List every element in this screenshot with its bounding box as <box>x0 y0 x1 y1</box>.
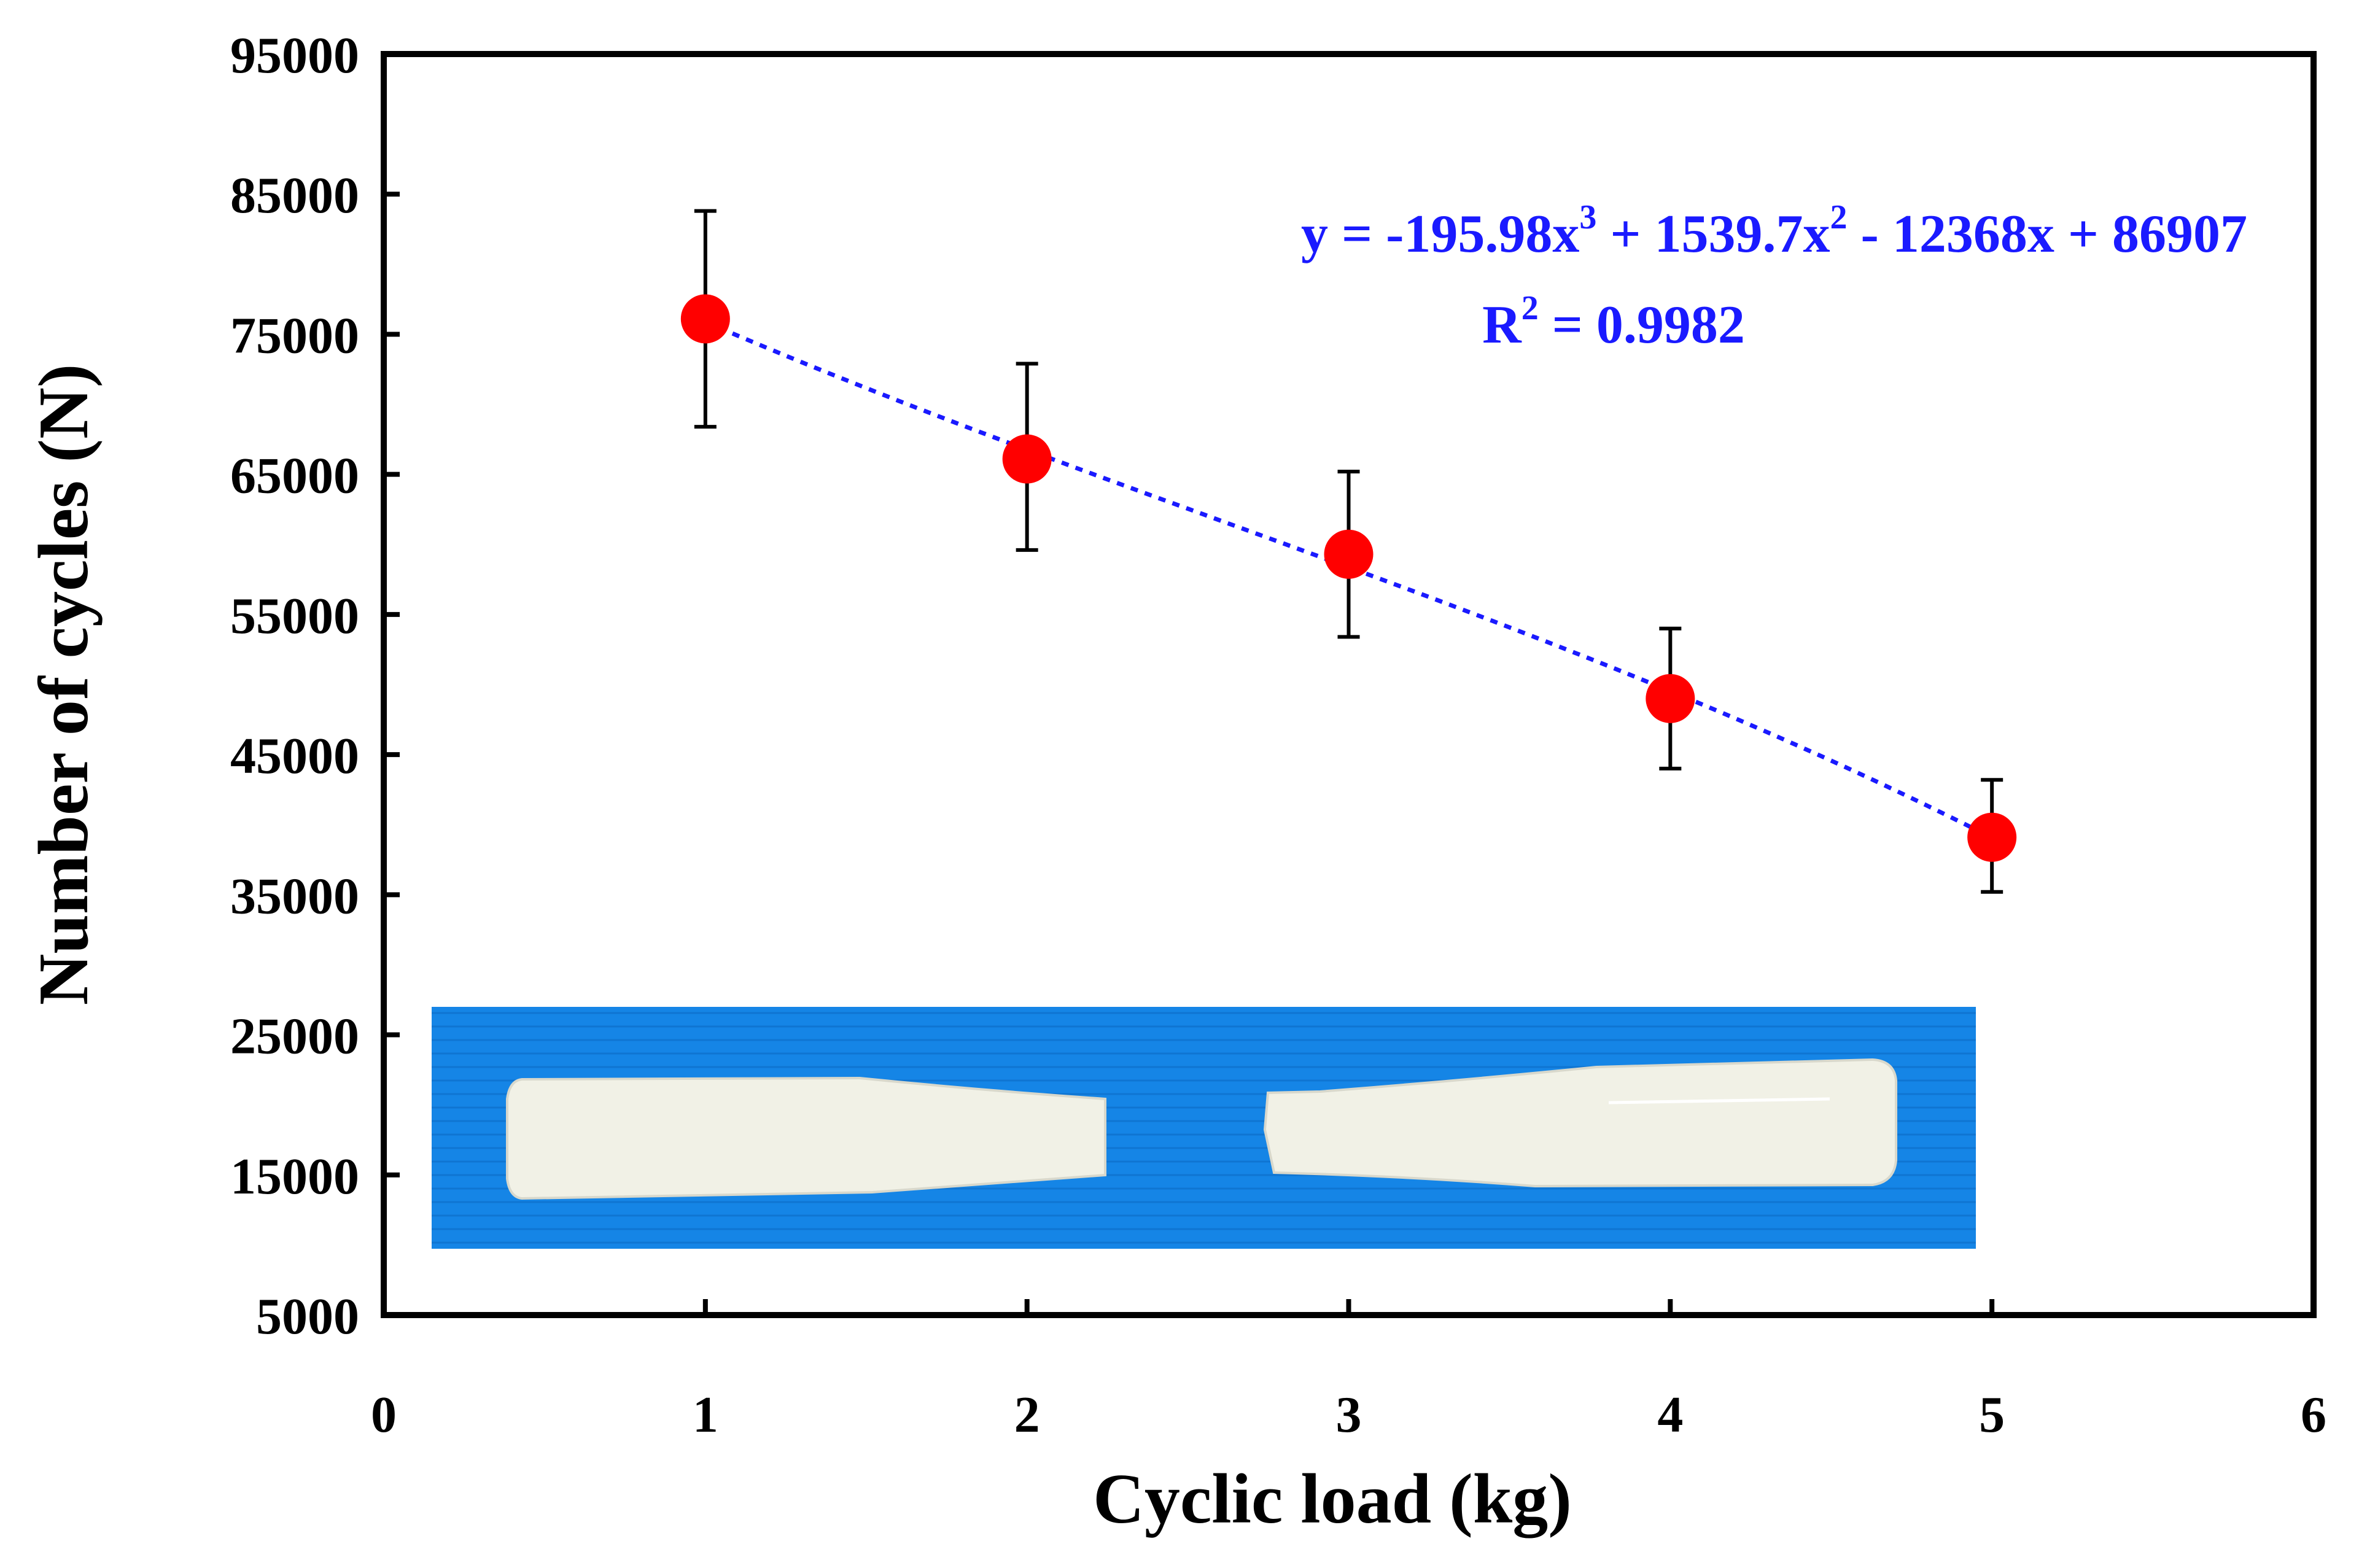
y-axis-title: Number of cycles (N) <box>25 364 103 1006</box>
eq-suffix: - 12368x + 86907 <box>1848 204 2247 264</box>
r2-prefix: R <box>1482 295 1522 355</box>
specimen-right-piece <box>1263 1058 1897 1188</box>
y-tick-label: 65000 <box>230 448 359 505</box>
data-point <box>680 294 730 344</box>
x-tick-label: 2 <box>1014 1386 1040 1443</box>
r2-exp: 2 <box>1521 289 1539 327</box>
y-tick-label: 35000 <box>230 867 359 925</box>
fractured-specimen-photo-icon <box>432 1007 1976 1249</box>
x-tick-label: 3 <box>1336 1386 1362 1443</box>
x-axis: 0 1 2 3 4 5 6 <box>371 1299 2326 1443</box>
data-point <box>1324 529 1374 579</box>
x-axis-title: Cyclic load (kg) <box>1093 1460 1572 1539</box>
specimen-scratch <box>1608 1097 1830 1104</box>
y-tick-label: 5000 <box>256 1288 359 1345</box>
x-tick-label: 6 <box>2301 1386 2326 1443</box>
y-tick-label: 15000 <box>230 1148 359 1205</box>
r2-suffix: = 0.9982 <box>1539 295 1745 355</box>
y-tick-label: 45000 <box>230 728 359 785</box>
eq-exp1: 3 <box>1579 198 1596 236</box>
trendline-equation: y = -195.98x3 + 1539.7x2 - 12368x + 8690… <box>1301 198 2247 264</box>
data-point <box>1646 673 1695 723</box>
y-tick-label: 55000 <box>230 588 359 645</box>
x-tick-label: 5 <box>1979 1386 2005 1443</box>
eq-mid1: + 1539.7x <box>1596 204 1830 264</box>
y-tick-label: 25000 <box>230 1008 359 1065</box>
eq-exp2: 2 <box>1830 198 1848 236</box>
eq-prefix: y = -195.98x <box>1301 204 1579 264</box>
data-points <box>680 294 2017 862</box>
data-point <box>1967 812 2017 862</box>
r-squared-label: R2 = 0.9982 <box>1482 289 1745 355</box>
y-tick-label: 95000 <box>230 27 359 84</box>
x-tick-label: 1 <box>693 1386 718 1443</box>
x-tick-label: 0 <box>371 1386 397 1443</box>
y-axis: 5000 15000 25000 35000 45000 55000 65000 75000 8… <box>230 27 400 1345</box>
trendline <box>704 320 1993 840</box>
y-tick-label: 85000 <box>230 167 359 224</box>
x-tick-label: 4 <box>1657 1386 1683 1443</box>
data-point <box>1002 434 1052 484</box>
y-tick-label: 75000 <box>230 307 359 364</box>
specimen-left-piece <box>506 1076 1106 1200</box>
